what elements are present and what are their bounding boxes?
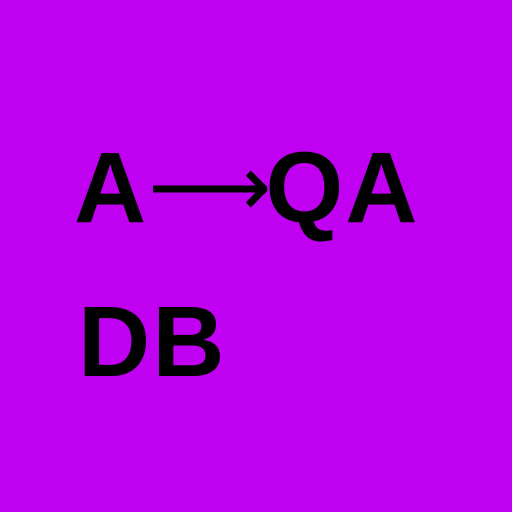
target-label: QA — [265, 132, 420, 244]
right-arrow-icon: ⟶ — [148, 139, 271, 235]
title-line-a-to-qa: A⟶QA — [74, 138, 512, 238]
source-label: A — [74, 132, 149, 244]
subtitle-line-db: DB — [78, 286, 227, 398]
